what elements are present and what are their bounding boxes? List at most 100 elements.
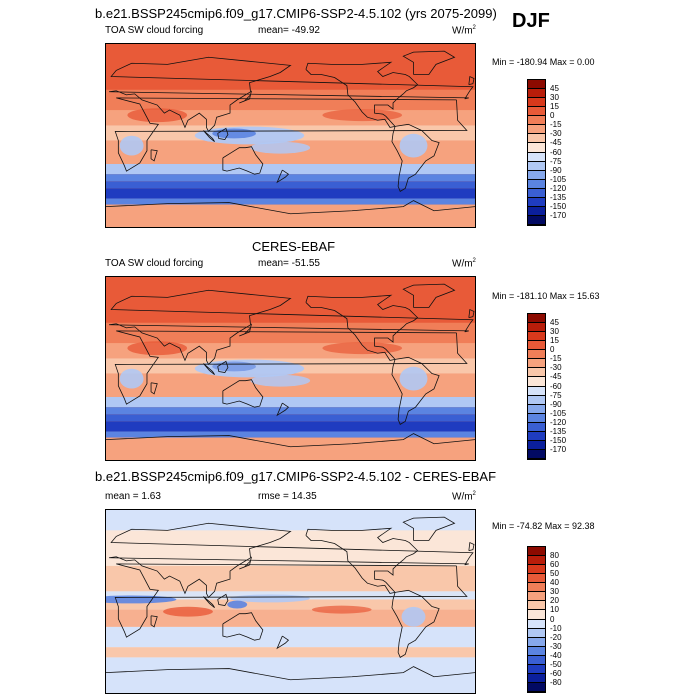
colorbar-tick-label: -120 xyxy=(550,183,567,193)
coastline xyxy=(222,612,264,641)
colorbar-swatch xyxy=(528,215,545,225)
coastline xyxy=(468,75,475,86)
colorbar-tick-label: -60 xyxy=(550,668,562,678)
colorbar-tick-label: -75 xyxy=(550,156,562,166)
colorbar-tick-label: -105 xyxy=(550,408,567,418)
colorbar-swatch xyxy=(528,556,545,566)
colorbar-tick-label: -20 xyxy=(550,632,562,642)
colorbar-swatch xyxy=(528,449,545,459)
colorbar-tick-label: -40 xyxy=(550,650,562,660)
colorbar-swatch xyxy=(528,404,545,414)
coastline xyxy=(391,356,440,425)
colorbar-swatch xyxy=(528,323,545,333)
colorbar-tick-label: -30 xyxy=(550,129,562,139)
colorbar-tick-label: 15 xyxy=(550,336,559,346)
panel2-minmax: Min = -181.10 Max = 15.63 xyxy=(492,291,600,301)
colorbar-swatch xyxy=(528,655,545,665)
panel1-variable: TOA SW cloud forcing xyxy=(105,25,204,36)
colorbar-swatch xyxy=(528,134,545,144)
colorbar-swatch xyxy=(528,395,545,405)
colorbar-swatch xyxy=(528,610,545,620)
season-label: DJF xyxy=(512,10,550,32)
colorbar-swatch xyxy=(528,80,545,90)
coastline xyxy=(468,541,475,552)
colorbar-swatch xyxy=(528,161,545,171)
coastline xyxy=(468,308,475,319)
coastline xyxy=(114,563,468,638)
coastline xyxy=(276,169,290,184)
coastline xyxy=(150,615,158,628)
colorbar-tick-label: 0 xyxy=(550,111,555,121)
panel1-colorbar: 45 30 15 0 -15 -30 -45 -60 -75 -90 -105 -120 -135 -15… xyxy=(527,79,566,226)
panel3-minmax: Min = -74.82 Max = 92.38 xyxy=(492,521,595,531)
map-field xyxy=(106,277,475,460)
colorbar-swatch xyxy=(528,143,545,153)
colorbar-tick-label: -45 xyxy=(550,372,562,382)
colorbar-tick-label: -150 xyxy=(550,201,567,211)
colorbar-tick-label: -105 xyxy=(550,174,567,184)
coastline xyxy=(222,379,264,408)
panel2-colorbar: 45 30 15 0 -15 -30 -45 -60 -75 -90 -105 -120 -135 -15… xyxy=(527,313,566,460)
coastline xyxy=(239,90,252,104)
colorbar-tick-label: -15 xyxy=(550,354,562,364)
colorbar-swatch xyxy=(528,664,545,674)
colorbar-swatch xyxy=(528,422,545,432)
colorbar-tick-label: 15 xyxy=(550,102,559,112)
colorbar-tick-label: -170 xyxy=(550,444,567,454)
colorbar-tick-label: -135 xyxy=(550,426,567,436)
colorbar-swatch xyxy=(528,314,545,324)
colorbar-swatch xyxy=(528,107,545,117)
panel3-units: W/m2 xyxy=(452,491,476,503)
coastline xyxy=(239,323,252,337)
colorbar-tick-label: -80 xyxy=(550,677,562,687)
panel3-title: b.e21.BSSP245cmip6.f09_g17.CMIP6-SSP2-4.… xyxy=(95,469,497,484)
coastline xyxy=(150,382,158,395)
coastline xyxy=(305,527,419,594)
colorbar-tick-label: 20 xyxy=(550,596,559,606)
colorbar-tick-label: -60 xyxy=(550,381,562,391)
coastline xyxy=(106,666,475,681)
colorbar-swatch xyxy=(528,341,545,351)
colorbar-swatch xyxy=(528,565,545,575)
panel2-mean: mean= -51.55 xyxy=(258,258,320,269)
coastline xyxy=(109,289,474,366)
coastline xyxy=(305,61,419,128)
colorbar-tick-label: 30 xyxy=(550,327,559,337)
colorbar-swatch xyxy=(528,574,545,584)
colorbar-tick-label: 50 xyxy=(550,569,559,579)
colorbar-tick-label: 45 xyxy=(550,84,559,94)
colorbar-swatch xyxy=(528,368,545,378)
colorbar-tick-label: -30 xyxy=(550,363,562,373)
coastline xyxy=(203,596,215,608)
coastline xyxy=(114,330,468,405)
coastline xyxy=(222,146,264,175)
colorbar-tick-label: -60 xyxy=(550,147,562,157)
colorbar-swatch xyxy=(528,206,545,216)
colorbar-swatch xyxy=(528,637,545,647)
panel1-minmax: Min = -180.94 Max = 0.00 xyxy=(492,57,595,67)
panel1-mean: mean= -49.92 xyxy=(258,25,320,36)
coastline xyxy=(305,294,419,361)
colorbar-tick-label: -170 xyxy=(550,210,567,220)
coastline xyxy=(217,593,229,606)
coastline xyxy=(106,433,475,448)
colorbar-swatch xyxy=(528,628,545,638)
colorbar-tick-label: 30 xyxy=(550,587,559,597)
coastline xyxy=(402,283,456,308)
coastline xyxy=(109,56,474,133)
colorbar-tick-label: -10 xyxy=(550,623,562,633)
colorbar-swatch xyxy=(528,413,545,423)
colorbar-swatch xyxy=(528,170,545,180)
panel1-map xyxy=(105,43,476,228)
coastline xyxy=(402,50,456,75)
coastline xyxy=(276,402,290,417)
panel2-title: CERES-EBAF xyxy=(252,239,336,254)
map-field xyxy=(106,44,475,227)
panel1-title: b.e21.BSSP245cmip6.f09_g17.CMIP6-SSP2-4.… xyxy=(95,6,497,21)
colorbar-tick-label: 80 xyxy=(550,551,559,561)
colorbar-swatch xyxy=(528,431,545,441)
colorbar-tick-label: -120 xyxy=(550,417,567,427)
panel1-units: W/m2 xyxy=(452,25,476,37)
colorbar-tick-label: -135 xyxy=(550,192,567,202)
colorbar-swatch xyxy=(528,98,545,108)
